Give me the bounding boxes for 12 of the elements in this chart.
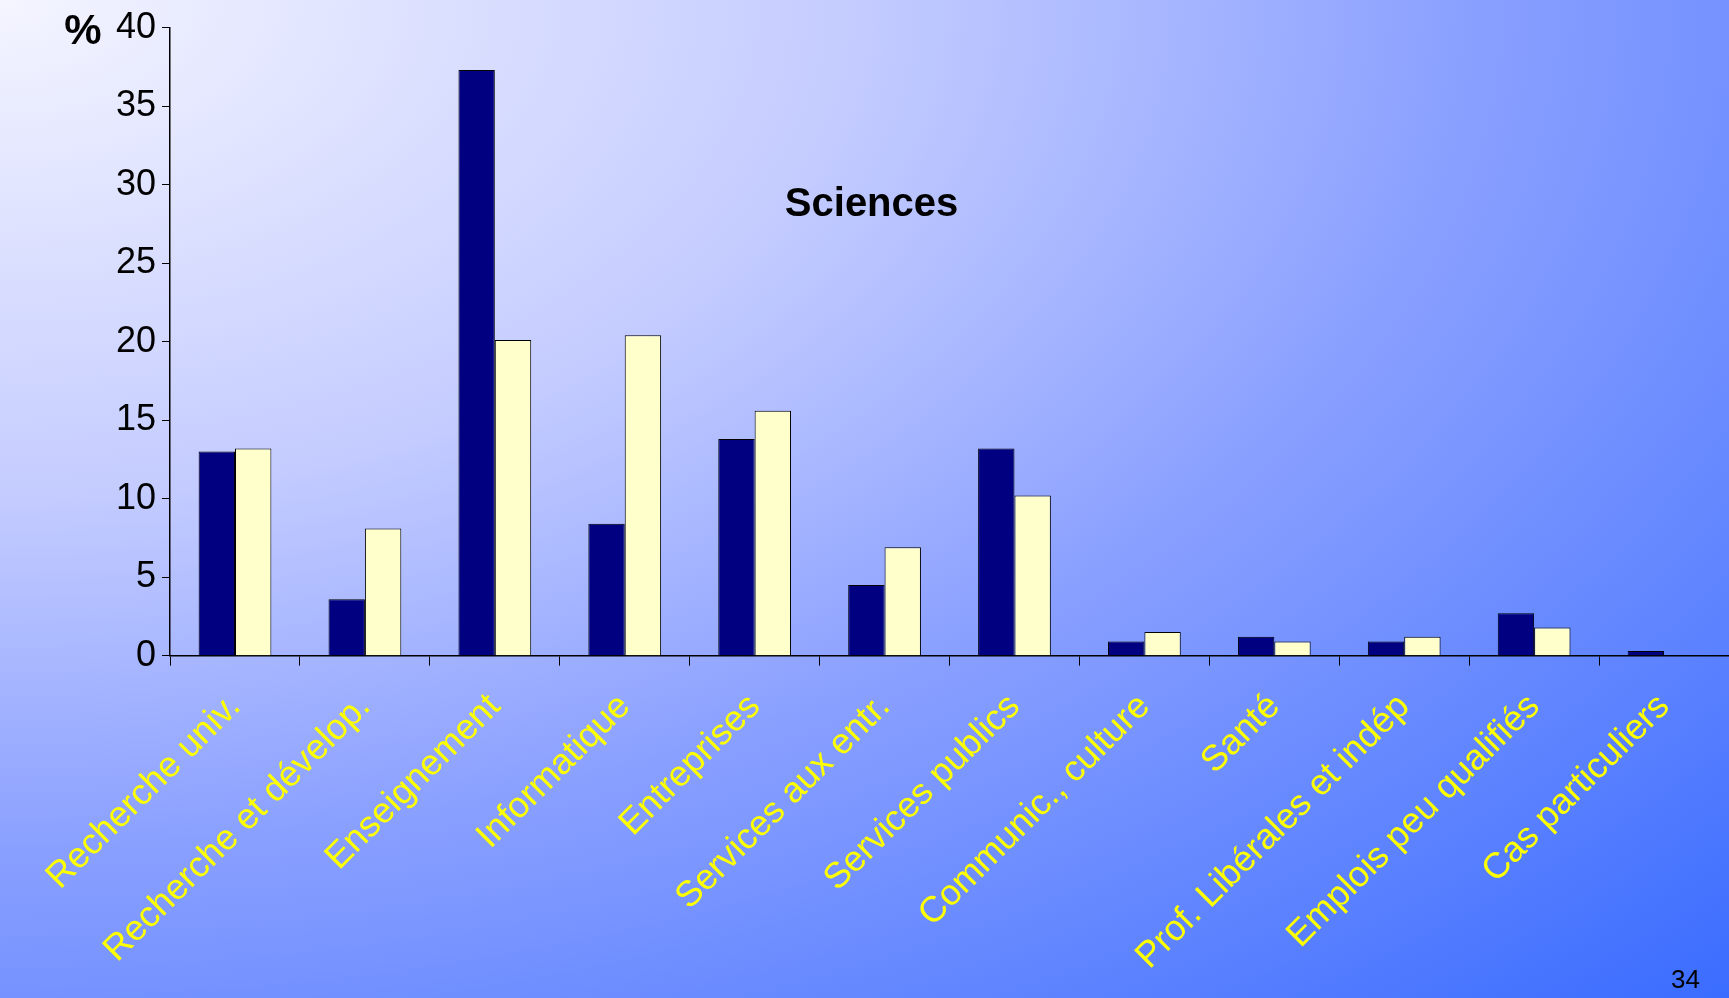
y-tick-label: 20 — [116, 318, 157, 360]
y-tick-label: 25 — [116, 240, 157, 282]
y-tick-label: 35 — [116, 83, 157, 125]
y-axis-title: % — [64, 6, 102, 54]
text: Sciences — [784, 180, 959, 225]
y-tick-label: 5 — [136, 554, 157, 596]
y-tick-label: 10 — [116, 475, 157, 517]
text: 34 — [1671, 964, 1700, 995]
y-tick-label: 40 — [116, 4, 157, 46]
y-tick-label: 30 — [116, 161, 157, 203]
y-tick-label: 15 — [116, 397, 157, 439]
y-tick-label: 0 — [136, 632, 157, 674]
